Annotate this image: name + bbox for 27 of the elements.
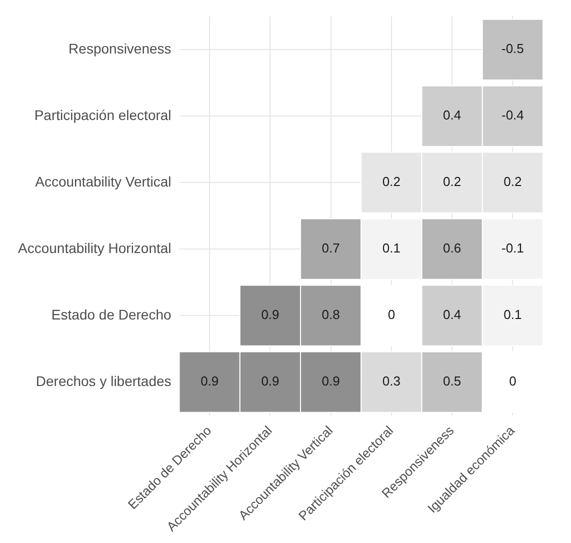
y-tick-label: Participación electoral xyxy=(34,106,172,123)
data-label: 0.8 xyxy=(322,307,340,322)
data-label: 0.9 xyxy=(322,374,340,389)
y-tick-label: Derechos y libertades xyxy=(36,372,172,389)
data-label: 0.2 xyxy=(504,174,522,190)
y-tick-label: Accountability Vertical xyxy=(35,173,172,190)
y-tick-label: Responsiveness xyxy=(68,40,172,56)
data-label: 0.7 xyxy=(322,240,340,256)
data-label: 0 xyxy=(388,307,396,322)
data-label: 0.2 xyxy=(443,174,462,190)
data-label: 0.9 xyxy=(261,374,280,389)
data-label: 0.9 xyxy=(200,374,219,389)
data-label: 0.2 xyxy=(382,174,400,190)
data-label: 0.1 xyxy=(382,240,400,256)
data-label: 0.1 xyxy=(504,307,522,322)
y-tick-label: Estado de Derecho xyxy=(51,306,172,322)
y-tick-label: Accountability Horizontal xyxy=(18,240,172,256)
data-label: 0.9 xyxy=(261,307,280,322)
data-label: -0.5 xyxy=(501,41,524,56)
data-label: 0.3 xyxy=(382,374,400,389)
data-label: 0.4 xyxy=(443,307,462,322)
data-label: 0.5 xyxy=(443,374,462,389)
data-label: 0 xyxy=(509,374,516,389)
data-label: 0.6 xyxy=(443,240,462,256)
data-label: -0.1 xyxy=(501,240,524,256)
data-label: 0.4 xyxy=(443,108,462,123)
data-label: -0.4 xyxy=(501,108,524,123)
